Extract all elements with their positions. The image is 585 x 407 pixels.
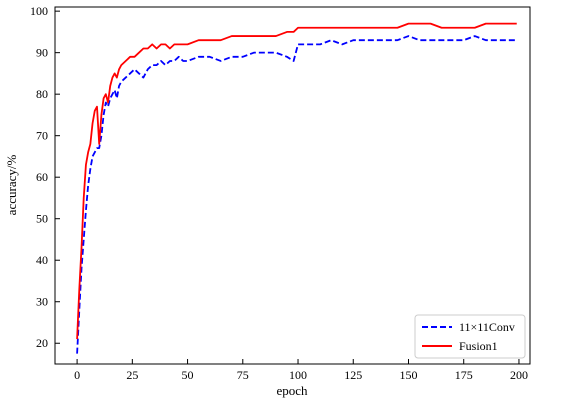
y-tick-label: 20 <box>36 336 48 350</box>
legend-box <box>414 314 526 359</box>
x-tick-label: 150 <box>399 368 417 382</box>
y-axis-label: accuracy/% <box>4 155 19 216</box>
plot-area <box>54 6 531 365</box>
x-tick-label: 100 <box>289 368 307 382</box>
series-layer <box>76 22 517 354</box>
y-tick-label: 80 <box>36 87 48 101</box>
x-tick-label: 200 <box>510 368 528 382</box>
x-tick-label: 125 <box>344 368 362 382</box>
y-tick-label: 60 <box>36 170 48 184</box>
legend-label-11x11conv: 11×11Conv <box>459 320 515 334</box>
legend-label-fusion1: Fusion1 <box>459 339 498 353</box>
y-tick-label: 90 <box>36 46 48 60</box>
y-tick-label: 30 <box>36 295 48 309</box>
x-axis-label: epoch <box>276 383 308 398</box>
x-axis: 0 25 50 75 100 125 150 175 200 <box>74 359 528 382</box>
series-line-11-11conv <box>76 35 517 354</box>
x-tick-label: 0 <box>74 368 80 382</box>
y-tick-label: 40 <box>36 253 48 267</box>
plot-frame <box>54 6 531 365</box>
y-axis: 20 30 40 50 60 70 80 90 100 <box>30 4 60 350</box>
x-tick-label: 50 <box>182 368 194 382</box>
x-tick-label: 25 <box>126 368 138 382</box>
legend: 11×11Conv Fusion1 <box>414 314 526 359</box>
y-tick-label: 100 <box>30 4 48 18</box>
y-tick-label: 70 <box>36 129 48 143</box>
y-tick-label: 50 <box>36 212 48 226</box>
x-tick-label: 175 <box>455 368 473 382</box>
x-tick-label: 75 <box>237 368 249 382</box>
series-line-fusion1 <box>76 22 517 340</box>
